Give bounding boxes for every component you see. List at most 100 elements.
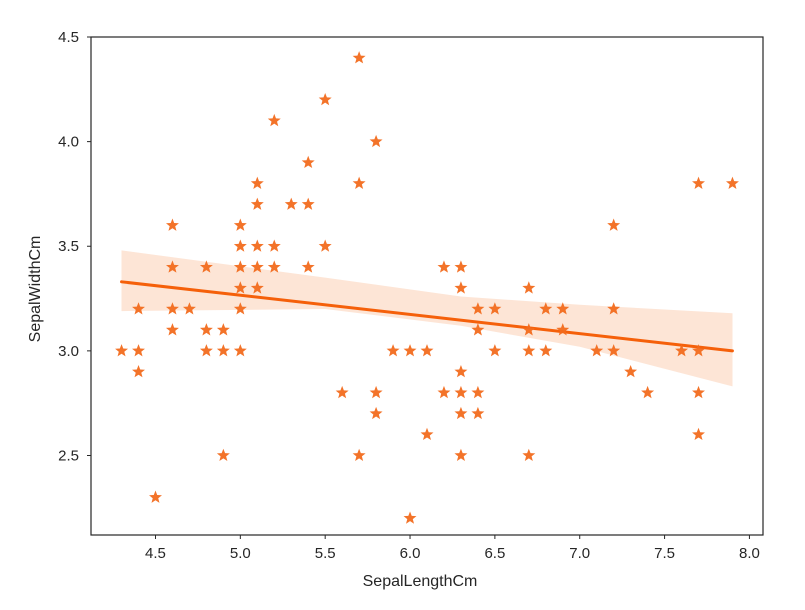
data-point — [352, 176, 366, 189]
data-point — [454, 260, 468, 273]
confidence-band — [121, 250, 733, 387]
data-point — [132, 364, 145, 378]
data-point — [386, 344, 400, 357]
data-point — [607, 344, 621, 357]
data-point — [233, 260, 247, 273]
data-point — [420, 344, 434, 357]
data-point — [182, 302, 196, 315]
x-tick-label: 4.5 — [145, 545, 166, 562]
data-point — [590, 344, 604, 357]
data-point — [437, 385, 451, 399]
data-point — [369, 406, 383, 420]
data-point — [692, 385, 705, 399]
data-point — [488, 344, 502, 357]
data-point — [556, 302, 570, 315]
data-point — [199, 344, 213, 357]
data-point — [403, 344, 417, 357]
data-point — [301, 260, 315, 273]
data-point — [352, 51, 366, 64]
data-point — [471, 323, 485, 336]
data-point — [420, 427, 434, 441]
x-tick-label: 5.5 — [315, 545, 336, 562]
data-point — [267, 260, 281, 273]
data-point — [165, 323, 179, 336]
x-tick-label: 7.0 — [569, 545, 590, 562]
data-point — [250, 197, 264, 210]
data-point — [267, 239, 281, 252]
data-point — [115, 344, 129, 357]
data-point — [233, 239, 247, 252]
data-point — [216, 448, 230, 461]
data-point — [250, 239, 264, 252]
data-point — [199, 323, 213, 336]
data-point — [250, 281, 264, 294]
data-point — [692, 176, 705, 189]
data-point — [522, 323, 536, 336]
data-point — [641, 385, 655, 399]
data-point — [539, 344, 553, 357]
data-point — [471, 406, 485, 420]
x-axis-ticks: 4.5 5.0 5.5 6.0 6.5 7.0 7.5 8.0 — [145, 535, 760, 562]
y-tick-label: 4.5 — [58, 29, 79, 46]
data-point — [165, 218, 179, 231]
regression-line — [120, 280, 734, 353]
data-point — [624, 364, 638, 378]
data-point — [233, 281, 247, 294]
data-point — [454, 406, 468, 420]
data-point — [522, 281, 536, 294]
x-tick-label: 5.0 — [230, 545, 251, 562]
data-point — [522, 448, 536, 461]
confidence-band-layer — [121, 250, 733, 387]
y-tick-label: 4.0 — [58, 134, 79, 151]
data-point — [284, 197, 298, 210]
data-point — [539, 302, 553, 315]
data-point — [403, 511, 417, 524]
data-point — [522, 344, 536, 357]
data-point — [301, 197, 315, 210]
data-point — [318, 92, 332, 106]
data-point — [250, 260, 264, 273]
data-point — [233, 218, 247, 231]
data-points-layer — [115, 51, 739, 524]
x-tick-label: 6.0 — [400, 545, 421, 562]
x-tick-label: 6.5 — [484, 545, 505, 562]
data-point — [335, 385, 349, 399]
data-point — [725, 176, 739, 189]
y-tick-label: 3.5 — [58, 238, 79, 255]
y-tick-label: 3.0 — [58, 343, 79, 360]
y-axis-title: SepalWidthCm — [27, 236, 44, 343]
data-point — [267, 113, 281, 127]
data-point — [352, 448, 366, 461]
y-tick-label: 2.5 — [58, 447, 79, 464]
data-point — [233, 344, 247, 357]
plot-area-frame — [90, 36, 764, 536]
data-point — [149, 490, 162, 503]
data-point — [488, 302, 502, 315]
data-point — [199, 260, 213, 273]
data-point — [556, 323, 570, 336]
x-axis-title: SepalLengthCm — [363, 573, 478, 590]
data-point — [454, 385, 468, 399]
data-point — [675, 344, 689, 357]
data-point — [165, 302, 179, 315]
data-point — [301, 155, 315, 169]
data-point — [132, 344, 145, 357]
data-point — [692, 344, 705, 357]
data-point — [437, 260, 451, 273]
x-tick-label: 7.5 — [654, 545, 675, 562]
regression-line-layer — [120, 280, 734, 353]
data-point — [607, 218, 621, 231]
data-point — [454, 448, 468, 461]
data-point — [369, 134, 383, 148]
data-point — [165, 260, 179, 273]
data-point — [692, 427, 705, 441]
data-point — [132, 302, 145, 315]
data-point — [454, 281, 468, 294]
y-axis-ticks: 2.5 3.0 3.5 4.0 4.5 — [58, 29, 91, 464]
data-point — [607, 302, 621, 315]
data-point — [471, 385, 485, 399]
data-point — [216, 323, 230, 336]
data-point — [216, 344, 230, 357]
